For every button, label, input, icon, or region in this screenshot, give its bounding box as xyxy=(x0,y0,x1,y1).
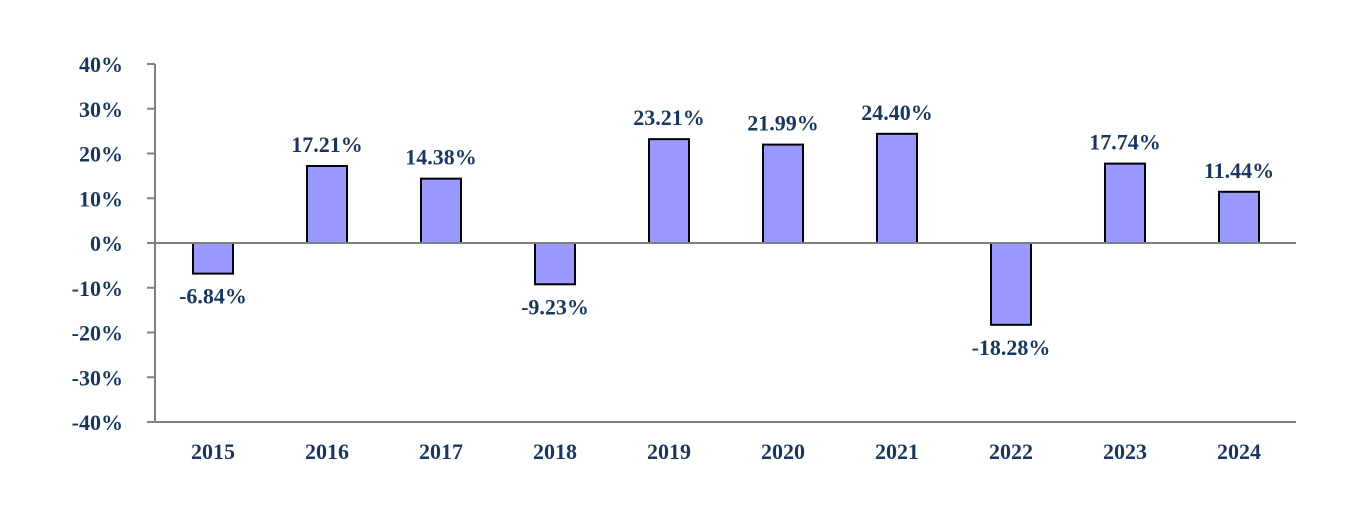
data-label: 14.38% xyxy=(405,145,477,170)
x-tick-label: 2015 xyxy=(191,439,235,464)
y-tick-label: 0% xyxy=(90,231,123,256)
x-tick-label: 2016 xyxy=(305,439,349,464)
y-tick-label: -10% xyxy=(72,276,123,301)
bar-2022 xyxy=(990,242,1032,326)
x-tick-label: 2019 xyxy=(647,439,691,464)
y-tick-label: -20% xyxy=(72,321,123,346)
bar-2020 xyxy=(762,143,804,245)
bar-2016 xyxy=(306,164,348,244)
x-tick-label: 2024 xyxy=(1217,439,1261,464)
y-tick-label: -30% xyxy=(72,365,123,390)
data-label: 11.44% xyxy=(1204,158,1274,183)
bar-2023 xyxy=(1104,162,1146,244)
bar-2019 xyxy=(648,138,690,245)
bar-2024 xyxy=(1218,190,1260,244)
data-label: -6.84% xyxy=(179,284,247,309)
x-tick-label: 2020 xyxy=(761,439,805,464)
x-tick-label: 2017 xyxy=(419,439,463,464)
bar-2017 xyxy=(420,177,462,245)
y-tick-label: 10% xyxy=(79,186,123,211)
data-label: -9.23% xyxy=(521,294,589,319)
data-label: 23.21% xyxy=(633,105,705,130)
y-tick-label: -40% xyxy=(72,410,123,435)
bar-2018 xyxy=(534,242,576,286)
data-label: 17.21% xyxy=(291,132,363,157)
bar-2021 xyxy=(876,132,918,244)
x-tick-label: 2018 xyxy=(533,439,577,464)
data-label: 21.99% xyxy=(747,111,819,136)
x-tick-label: 2021 xyxy=(875,439,919,464)
x-tick-label: 2023 xyxy=(1103,439,1147,464)
data-label: -18.28% xyxy=(972,335,1051,360)
y-tick-label: 40% xyxy=(79,52,123,77)
data-label: 24.40% xyxy=(861,100,933,125)
y-tick-label: 30% xyxy=(79,97,123,122)
y-tick-label: 20% xyxy=(79,142,123,167)
x-tick-label: 2022 xyxy=(989,439,1033,464)
data-label: 17.74% xyxy=(1089,130,1161,155)
bar-2015 xyxy=(192,242,234,275)
